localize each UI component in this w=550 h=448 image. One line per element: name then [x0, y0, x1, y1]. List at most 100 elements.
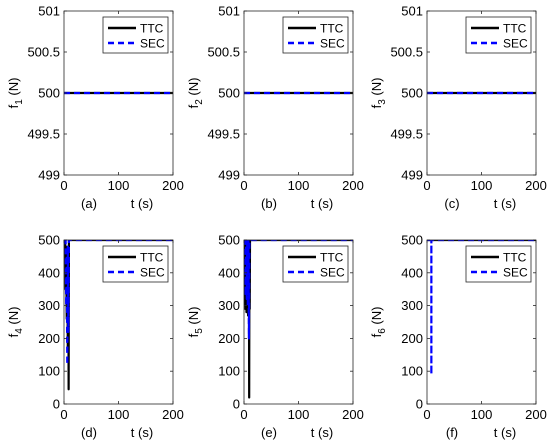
x-tick-label: 0 — [423, 178, 430, 193]
legend-label-ttc: TTC — [320, 22, 344, 36]
x-tick-label: 200 — [342, 178, 364, 193]
panel-label: (e) — [261, 425, 277, 440]
y-axis-label-unit: (N) — [186, 307, 201, 329]
y-axis-label: f1 (N) — [6, 78, 25, 109]
y-axis-label-unit: (N) — [186, 78, 201, 100]
legend-box — [282, 16, 349, 54]
legend-label-ttc: TTC — [140, 22, 164, 36]
x-tick-label: 0 — [60, 178, 67, 193]
x-tick-label: 100 — [471, 178, 493, 193]
panel-label: (b) — [261, 196, 277, 211]
y-tick-label: 500.5 — [27, 45, 60, 60]
y-tick-label: 400 — [401, 265, 423, 280]
panel-label: (d) — [81, 425, 97, 440]
legend-box — [282, 245, 349, 283]
y-tick-label: 100 — [218, 364, 240, 379]
chart-panel-e: 0 100 200 0 100 200 300 400 500 f5 (N) (e) t (s) TTC… — [186, 233, 364, 441]
legend-label-sec: SEC — [140, 266, 165, 280]
y-tick-label: 200 — [401, 331, 423, 346]
chart-panel-f: 0 100 200 0 100 200 300 400 500 f6 (N) (f) t (s) TTC… — [369, 233, 547, 441]
x-tick-label: 200 — [162, 178, 184, 193]
x-tick-label: 100 — [108, 178, 130, 193]
y-axis-label-main: f — [186, 104, 201, 108]
chart-panel-b: 0 100 200 499 499.5 500 500.5 501 f2 (N) (b) t (s)… — [186, 4, 364, 212]
y-tick-label: 501 — [401, 4, 423, 19]
panel-label: (c) — [444, 196, 459, 211]
panel-label: (a) — [81, 196, 97, 211]
y-tick-label: 500 — [218, 233, 240, 248]
y-axis-label: f6 (N) — [369, 307, 388, 338]
chart-panel-d: 0 100 200 0 100 200 300 400 500 f4 (N) (d) t (s) TTC… — [6, 233, 184, 441]
y-tick-label: 501 — [218, 4, 240, 19]
y-tick-label: 500 — [218, 86, 240, 101]
y-axis-label-subscript: 2 — [194, 99, 205, 105]
y-tick-label: 0 — [416, 397, 423, 412]
series-group — [244, 240, 353, 399]
y-tick-label: 500 — [38, 233, 60, 248]
y-axis-label-unit: (N) — [6, 307, 21, 329]
y-axis-label: f5 (N) — [186, 307, 205, 338]
y-tick-label: 499.5 — [390, 127, 423, 142]
x-tick-label: 0 — [60, 407, 67, 422]
x-tick-label: 100 — [108, 407, 130, 422]
y-tick-label: 200 — [38, 331, 60, 346]
y-tick-label: 499.5 — [27, 127, 60, 142]
x-tick-label: 0 — [240, 178, 247, 193]
y-axis-label-subscript: 6 — [377, 328, 388, 334]
y-tick-label: 300 — [218, 298, 240, 313]
y-tick-label: 500.5 — [207, 45, 240, 60]
y-tick-label: 100 — [38, 364, 60, 379]
y-tick-label: 499 — [218, 168, 240, 183]
x-tick-label: 200 — [162, 407, 184, 422]
y-axis-label-main: f — [369, 104, 384, 108]
y-axis-label-main: f — [6, 333, 21, 337]
x-tick-label: 200 — [525, 178, 547, 193]
legend-box — [102, 16, 169, 54]
x-axis-label: t (s) — [494, 425, 516, 440]
legend-label-ttc: TTC — [140, 251, 164, 265]
y-tick-label: 200 — [218, 331, 240, 346]
x-axis-label: t (s) — [494, 196, 516, 211]
x-tick-label: 100 — [471, 407, 493, 422]
y-tick-label: 0 — [233, 397, 240, 412]
y-tick-label: 500 — [401, 233, 423, 248]
y-tick-label: 300 — [38, 298, 60, 313]
y-tick-label: 500.5 — [390, 45, 423, 60]
y-axis-label-subscript: 5 — [194, 328, 205, 334]
legend-box — [465, 16, 532, 54]
legend-label-sec: SEC — [503, 266, 528, 280]
x-axis-label: t (s) — [131, 425, 153, 440]
series-line-sec — [64, 240, 173, 366]
y-axis-label-unit: (N) — [369, 78, 384, 100]
legend-label-sec: SEC — [503, 37, 528, 51]
legend-label-sec: SEC — [320, 266, 345, 280]
y-tick-label: 400 — [38, 265, 60, 280]
y-axis-label: f2 (N) — [186, 78, 205, 109]
legend-label-ttc: TTC — [320, 251, 344, 265]
y-tick-label: 500 — [38, 86, 60, 101]
legend-label-sec: SEC — [140, 37, 165, 51]
series-line-sec — [244, 240, 353, 340]
y-axis-label-subscript: 3 — [377, 99, 388, 105]
x-tick-label: 100 — [288, 178, 310, 193]
y-axis-label-subscript: 1 — [14, 99, 25, 105]
x-tick-label: 200 — [525, 407, 547, 422]
y-tick-label: 400 — [218, 265, 240, 280]
y-tick-label: 499.5 — [207, 127, 240, 142]
series-group — [64, 240, 173, 391]
chart-panel-c: 0 100 200 499 499.5 500 500.5 501 f3 (N) (c) t (s)… — [369, 4, 547, 212]
legend-box — [465, 245, 532, 283]
chart-panel-a: 0 100 200 499 499.5 500 500.5 501 f1 (N) (a) t (s)… — [6, 4, 184, 212]
legend-box — [102, 245, 169, 283]
y-axis-label: f4 (N) — [6, 307, 25, 338]
legend-label-ttc: TTC — [503, 251, 527, 265]
y-tick-label: 300 — [401, 298, 423, 313]
x-tick-label: 0 — [240, 407, 247, 422]
